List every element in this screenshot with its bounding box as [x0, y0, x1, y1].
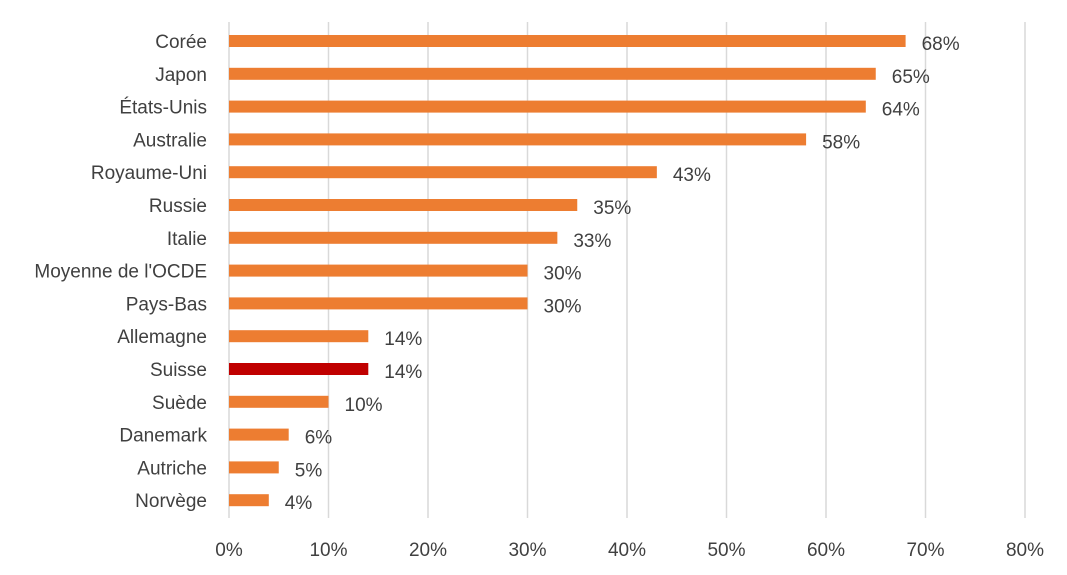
bar	[229, 264, 528, 277]
bar	[229, 35, 906, 47]
data-label: 10%	[345, 395, 383, 416]
data-label: 65%	[892, 67, 930, 88]
x-tick-label: 0%	[215, 540, 243, 561]
data-label: 14%	[384, 329, 422, 350]
data-label: 33%	[573, 231, 611, 252]
category-labels: Corée Japon États-Unis Australie Royaume-Uni…	[34, 32, 207, 512]
bar	[229, 100, 866, 113]
data-label: 6%	[305, 428, 333, 449]
category-label: Corée	[155, 32, 207, 53]
bars	[229, 35, 906, 507]
bar	[229, 494, 269, 507]
category-label: Moyenne de l'OCDE	[34, 262, 207, 283]
x-tick-label: 70%	[906, 540, 944, 561]
x-tick-label: 40%	[608, 540, 646, 561]
category-label: Italie	[167, 229, 207, 250]
bar	[229, 428, 289, 441]
data-label: 30%	[544, 264, 582, 285]
data-label: 4%	[285, 493, 313, 514]
bar	[229, 297, 528, 310]
bar	[229, 330, 369, 343]
category-label: États-Unis	[119, 98, 207, 119]
bar	[229, 363, 369, 375]
x-tick-label: 80%	[1006, 540, 1044, 561]
bar	[229, 133, 807, 146]
bar	[229, 67, 876, 80]
category-label: Allemagne	[117, 327, 207, 348]
category-label: Norvège	[135, 491, 207, 512]
x-tick-label: 60%	[807, 540, 845, 561]
category-label: Danemark	[119, 426, 207, 447]
category-label: Russie	[149, 196, 207, 217]
category-label: Suisse	[150, 360, 207, 381]
category-label: Japon	[155, 65, 207, 86]
bar	[229, 231, 558, 244]
bar	[229, 461, 279, 474]
data-label: 43%	[673, 165, 711, 186]
category-label: Australie	[133, 130, 207, 151]
data-label: 14%	[384, 362, 422, 383]
x-axis-ticks: 0% 10% 20% 30% 40% 50% 60% 70% 80%	[215, 540, 1044, 561]
data-label: 58%	[822, 132, 860, 153]
x-tick-label: 20%	[409, 540, 447, 561]
data-label: 64%	[882, 100, 920, 121]
data-label: 30%	[544, 296, 582, 317]
x-tick-label: 50%	[707, 540, 745, 561]
data-label: 5%	[295, 460, 323, 481]
value-labels: 68%65%64%58%43%35%33%30%30%14%14%10%6%5%…	[285, 34, 960, 514]
bar	[229, 199, 578, 211]
x-tick-label: 10%	[309, 540, 347, 561]
bar	[229, 166, 657, 179]
category-label: Pays-Bas	[126, 294, 207, 315]
data-label: 68%	[922, 34, 960, 55]
category-label: Autriche	[137, 458, 207, 479]
category-label: Royaume-Uni	[91, 163, 207, 184]
category-label: Suède	[152, 393, 207, 414]
x-tick-label: 30%	[508, 540, 546, 561]
data-label: 35%	[593, 198, 631, 219]
bar	[229, 395, 329, 408]
